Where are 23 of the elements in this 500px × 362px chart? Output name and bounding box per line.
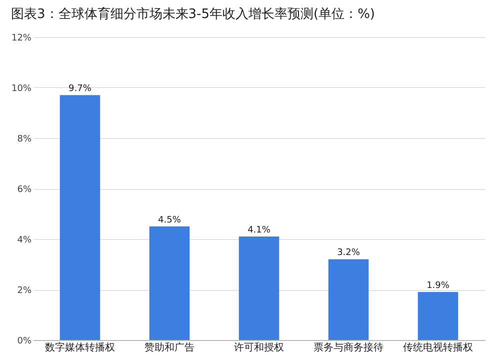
x-tick-label: 票务与商务接待 bbox=[314, 342, 384, 354]
data-label: 4.1% bbox=[248, 225, 271, 236]
bar bbox=[418, 292, 458, 340]
y-tick-label: 10% bbox=[11, 84, 32, 94]
data-label: 4.5% bbox=[158, 215, 182, 226]
y-tick-label: 4% bbox=[17, 236, 32, 246]
data-label: 9.7% bbox=[68, 84, 92, 94]
bar bbox=[60, 95, 100, 340]
x-tick-label: 传统电视转播权 bbox=[403, 342, 474, 354]
y-tick-label: 12% bbox=[11, 34, 32, 44]
bar bbox=[328, 259, 369, 340]
y-tick-label: 8% bbox=[17, 134, 32, 144]
bar bbox=[149, 226, 190, 340]
data-label: 1.9% bbox=[426, 281, 450, 292]
bar bbox=[238, 236, 280, 340]
data-label: 3.2% bbox=[337, 248, 360, 258]
y-tick-label: 2% bbox=[17, 286, 32, 296]
x-tick-label: 数字媒体转播权 bbox=[44, 342, 115, 354]
y-tick-label: 6% bbox=[17, 185, 32, 195]
x-tick-label: 许可和授权 bbox=[234, 342, 284, 354]
chart-title: 图表3：全球体育细分市场未来3-5年收入增长率预测(单位：%) bbox=[10, 6, 375, 22]
y-tick-label: 0% bbox=[17, 336, 32, 346]
x-tick-label: 赞助和广告 bbox=[144, 342, 194, 354]
